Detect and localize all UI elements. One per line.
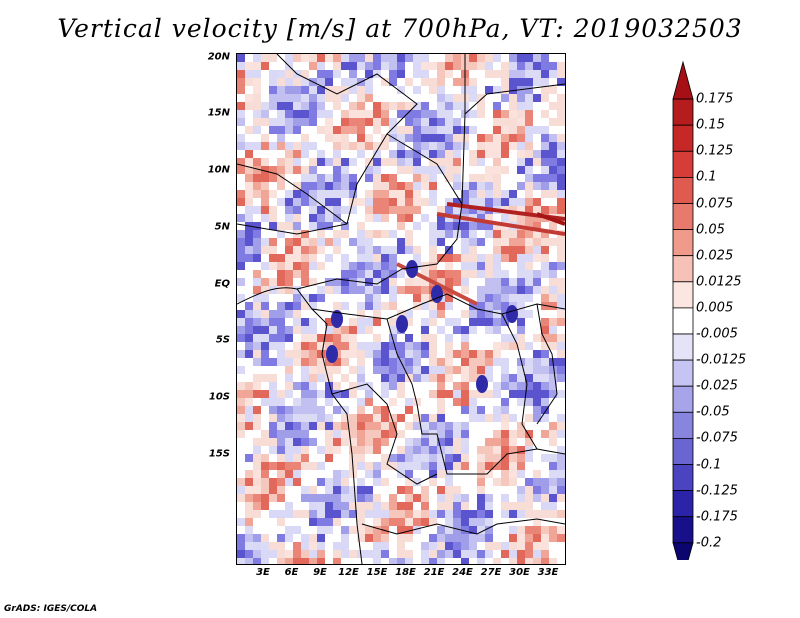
lat-tick-label: 15N — [207, 107, 230, 119]
colorbar-segment — [672, 307, 694, 335]
lon-tick-label: 33E — [537, 567, 559, 578]
lat-tick-label: 5S — [215, 334, 230, 346]
lat-tick-label: 20N — [207, 51, 230, 63]
colorbar-segment — [672, 411, 694, 439]
colorbar-tick-label: -0.1 — [696, 457, 722, 472]
colorbar — [672, 60, 694, 560]
colorbar-segment — [672, 98, 694, 126]
lat-tick-label: EQ — [214, 278, 230, 290]
lat-tick-label: 10N — [207, 164, 230, 176]
lon-tick-label: 12E — [338, 567, 359, 578]
lat-tick-label: 15S — [208, 448, 230, 460]
velocity-field — [237, 54, 565, 564]
colorbar-segment — [672, 60, 694, 100]
lon-tick-label: 30E — [509, 567, 530, 578]
colorbar-tick-label: 0.1 — [696, 169, 717, 185]
lon-tick-label: 6E — [284, 567, 299, 578]
map-plot-area — [236, 53, 566, 565]
colorbar-tick-label: -0.075 — [696, 430, 738, 446]
lat-tick-label: 5N — [214, 221, 230, 233]
lon-tick-label: 3E — [256, 567, 270, 578]
colorbar-tick-label: 0.005 — [696, 300, 734, 316]
colorbar-tick-label: 0.0125 — [696, 274, 742, 290]
colorbar-segment — [672, 516, 694, 544]
colorbar-tick-label: -0.05 — [696, 404, 730, 420]
lon-tick-label: 27E — [480, 567, 502, 578]
colorbar-tick-label: 0.025 — [696, 248, 734, 264]
colorbar-tick-label: 0.175 — [696, 91, 734, 107]
colorbar-tick-label: -0.005 — [696, 326, 738, 342]
colorbar-segment — [672, 437, 694, 465]
credit-footer: GrADS: IGES/COLA — [4, 604, 98, 614]
colorbar-segment — [672, 203, 694, 231]
lon-tick-label: 24E — [452, 567, 473, 578]
colorbar-tick-label: -0.2 — [696, 535, 722, 551]
colorbar-segment — [672, 490, 694, 518]
colorbar-segment — [672, 150, 694, 178]
colorbar-segment — [672, 177, 694, 204]
colorbar-tick-label: -0.175 — [696, 509, 738, 525]
colorbar-segment — [672, 229, 694, 257]
colorbar-tick-label: -0.0125 — [696, 352, 747, 368]
colorbar-segment — [672, 359, 694, 387]
colorbar-tick-label: 0.075 — [696, 196, 734, 211]
colorbar-segment — [672, 255, 694, 283]
colorbar-segment — [672, 542, 694, 560]
lon-tick-label: 9E — [313, 567, 327, 578]
chart-title: Vertical velocity [m/s] at 700hPa, VT: 2… — [57, 14, 743, 43]
colorbar-tick-label: 0.125 — [696, 143, 734, 159]
lat-tick-label: 10S — [208, 391, 230, 403]
lon-tick-label: 21E — [423, 567, 445, 578]
colorbar-tick-label: 0.15 — [696, 117, 725, 133]
colorbar-tick-label: 0.05 — [696, 222, 725, 238]
lon-tick-label: 18E — [395, 567, 416, 578]
colorbar-segment — [672, 333, 694, 361]
colorbar-segment — [672, 464, 694, 492]
lon-tick-label: 15E — [366, 567, 388, 578]
colorbar-segment — [672, 281, 694, 309]
colorbar-tick-label: -0.025 — [696, 378, 738, 394]
colorbar-segment — [672, 124, 694, 152]
colorbar-segment — [672, 385, 694, 413]
colorbar-tick-label: -0.125 — [696, 483, 738, 499]
